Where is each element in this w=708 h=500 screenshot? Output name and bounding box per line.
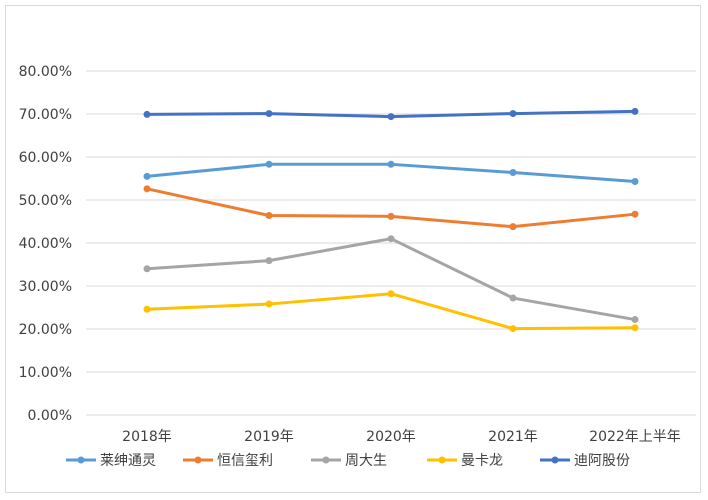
data-point bbox=[631, 324, 639, 332]
y-tick-label: 50.00% bbox=[19, 193, 72, 209]
data-point bbox=[143, 172, 151, 180]
data-point bbox=[509, 223, 517, 231]
data-point bbox=[143, 265, 151, 273]
x-tick-label: 2018年 bbox=[122, 429, 172, 445]
legend-label: 恒信玺利 bbox=[217, 453, 273, 469]
y-tick-label: 10.00% bbox=[19, 365, 72, 381]
legend-marker bbox=[438, 456, 446, 464]
legend-label: 周大生 bbox=[345, 453, 387, 469]
y-tick-label: 30.00% bbox=[19, 279, 72, 295]
data-point bbox=[387, 235, 395, 243]
data-point bbox=[509, 110, 517, 118]
x-tick-label: 2022年上半年 bbox=[589, 429, 681, 445]
data-point bbox=[265, 160, 273, 168]
x-tick-label: 2020年 bbox=[366, 429, 416, 445]
legend-label: 迪阿股份 bbox=[574, 453, 630, 469]
data-point bbox=[143, 110, 151, 118]
data-point bbox=[631, 107, 639, 115]
y-tick-label: 0.00% bbox=[28, 408, 72, 424]
data-point bbox=[387, 160, 395, 168]
y-tick-label: 20.00% bbox=[19, 322, 72, 338]
data-point bbox=[265, 300, 273, 308]
data-point bbox=[143, 185, 151, 193]
data-point bbox=[387, 290, 395, 298]
data-point bbox=[509, 325, 517, 333]
y-tick-label: 40.00% bbox=[19, 236, 72, 252]
gridlines bbox=[86, 70, 696, 416]
y-tick-label: 80.00% bbox=[19, 64, 72, 80]
data-point bbox=[265, 257, 273, 265]
x-tick-label: 2019年 bbox=[244, 429, 294, 445]
y-tick-label: 70.00% bbox=[19, 107, 72, 123]
data-point bbox=[387, 212, 395, 220]
legend-marker bbox=[77, 456, 85, 464]
x-axis-ticks: 2018年 2019年 2020年 2021年 2022年上半年 bbox=[122, 429, 681, 445]
data-point bbox=[631, 210, 639, 218]
legend-marker bbox=[322, 456, 330, 464]
chart-frame bbox=[5, 5, 701, 493]
series-line-3 bbox=[145, 292, 637, 331]
data-point bbox=[631, 178, 639, 186]
y-tick-label: 60.00% bbox=[19, 150, 72, 166]
x-tick-label: 2021年 bbox=[488, 429, 538, 445]
series-line-1 bbox=[145, 187, 637, 229]
data-point bbox=[631, 316, 639, 324]
data-point bbox=[143, 305, 151, 313]
legend-marker bbox=[551, 456, 559, 464]
y-axis-ticks: 0.00% 10.00% 20.00% 30.00% 40.00% 50.00% 60.00… bbox=[19, 64, 72, 424]
data-point bbox=[265, 211, 273, 219]
series-points bbox=[143, 107, 639, 333]
legend: 莱绅通灵 恒信玺利 周大生 曼卡龙 迪阿股份 bbox=[66, 453, 630, 469]
data-point bbox=[509, 294, 517, 302]
legend-label: 莱绅通灵 bbox=[100, 453, 156, 469]
data-point bbox=[265, 110, 273, 118]
legend-marker bbox=[194, 456, 202, 464]
legend-label: 曼卡龙 bbox=[461, 453, 503, 469]
data-point bbox=[509, 168, 517, 176]
data-point bbox=[387, 113, 395, 121]
